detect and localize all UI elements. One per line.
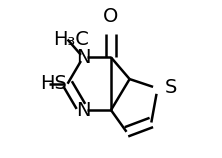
Text: O: O: [103, 7, 119, 26]
Text: H₃C: H₃C: [54, 30, 89, 49]
Text: S: S: [165, 78, 177, 97]
Text: HS: HS: [40, 74, 67, 93]
Text: N: N: [76, 101, 90, 120]
Text: N: N: [76, 48, 90, 67]
